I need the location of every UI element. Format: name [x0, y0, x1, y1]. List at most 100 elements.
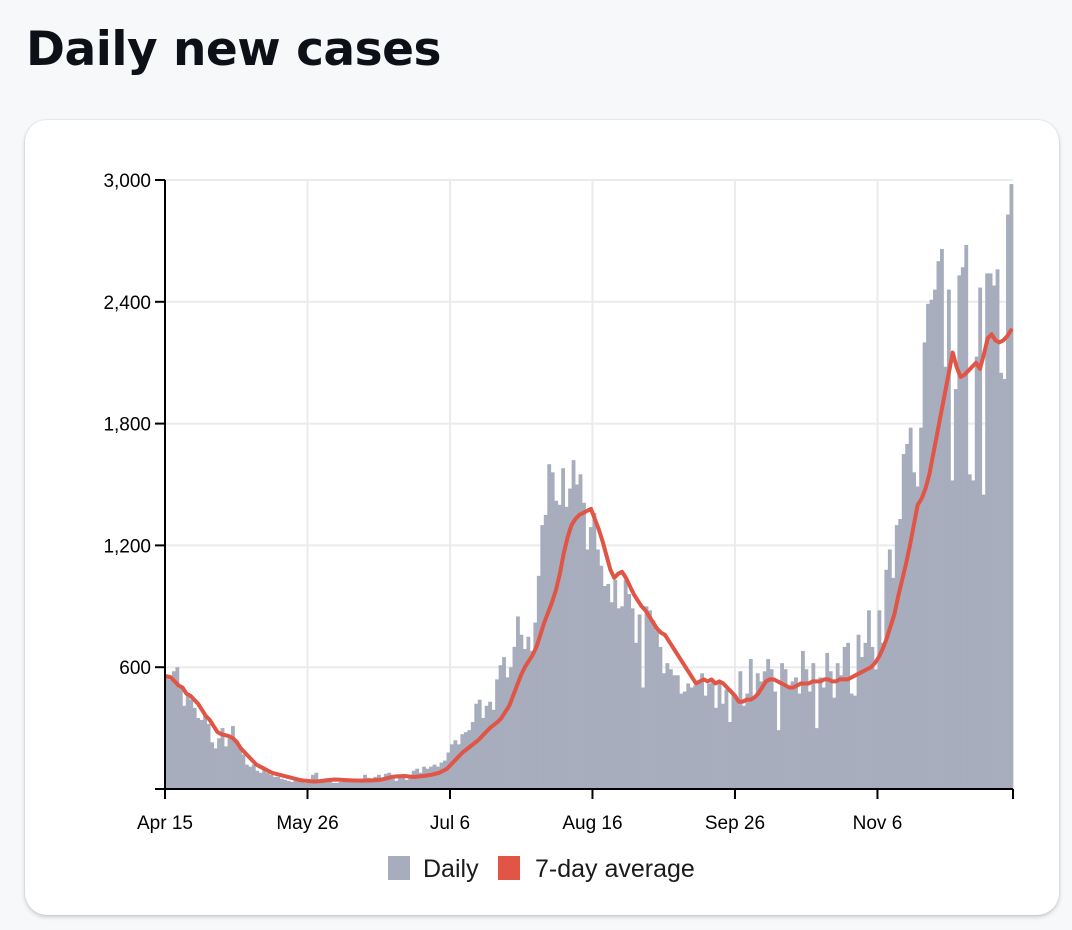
bar-day-36	[290, 781, 294, 789]
bar-day-10	[199, 719, 204, 789]
bar-day-151	[689, 687, 694, 789]
daily-bars	[165, 184, 1014, 790]
bar-day-87	[467, 730, 472, 789]
bar-day-88	[470, 722, 475, 789]
bar-day-228	[957, 275, 962, 789]
bar-day-180	[790, 681, 795, 789]
bar-day-171	[759, 681, 764, 789]
bar-day-197	[849, 693, 854, 789]
bar-day-204	[873, 669, 878, 789]
bar-day-90	[477, 699, 482, 789]
bar-day-165	[738, 671, 743, 789]
bar-day-129	[613, 579, 618, 789]
bar-day-203	[870, 646, 875, 789]
bar-day-95	[495, 679, 499, 789]
y-tick-label-2: 1,200	[103, 536, 151, 557]
daily-cases-chart: 600 1,200 1,800 2,400 3,000 Apr 15 May 26 Jul 6…	[103, 171, 1014, 883]
bar-day-215	[912, 472, 917, 789]
bar-day-123	[592, 512, 597, 789]
bar-day-206	[880, 642, 885, 789]
bar-day-181	[794, 677, 798, 789]
chart-card: 600 1,200 1,800 2,400 3,000 Apr 15 May 26 Jul 6…	[25, 120, 1059, 915]
bar-day-28	[262, 768, 267, 789]
bar-day-214	[908, 427, 913, 789]
bar-day-152	[693, 685, 698, 789]
bar-day-73	[418, 772, 423, 789]
bar-day-112	[554, 500, 559, 789]
bar-day-237	[988, 273, 993, 789]
bar-day-195	[842, 646, 847, 789]
bar-day-16	[220, 728, 225, 789]
bar-day-11	[203, 715, 208, 789]
chart-legend: Daily 7-day average	[388, 855, 695, 883]
bar-day-175	[773, 691, 778, 789]
bar-day-31	[272, 776, 277, 789]
bar-day-153	[696, 681, 701, 789]
bar-day-205	[877, 610, 882, 789]
bar-day-193	[835, 663, 840, 789]
bar-day-168	[748, 659, 753, 789]
bar-day-182	[797, 693, 802, 789]
bar-day-92	[484, 705, 489, 789]
bar-day-158	[714, 707, 718, 789]
x-tick-label-3: Aug 16	[562, 813, 622, 834]
bar-day-174	[769, 669, 774, 789]
bar-day-155	[703, 695, 708, 789]
bar-day-140	[651, 620, 656, 789]
bar-day-39	[300, 781, 305, 789]
bar-day-211	[898, 519, 903, 789]
bar-day-60	[373, 776, 378, 789]
bar-day-179	[787, 685, 791, 789]
bar-day-226	[950, 480, 955, 789]
bar-day-212	[901, 454, 906, 789]
page-title: Daily new cases	[26, 22, 441, 77]
bar-day-178	[783, 669, 788, 789]
bar-day-70	[408, 774, 413, 789]
bar-day-142	[658, 646, 663, 789]
bar-day-200	[860, 657, 864, 789]
bar-day-213	[905, 443, 910, 789]
bar-day-243	[1009, 184, 1014, 789]
bar-day-82	[449, 744, 454, 789]
bar-day-12	[206, 724, 211, 789]
bar-day-231	[967, 474, 972, 789]
bar-day-113	[557, 504, 562, 789]
bar-day-218	[922, 342, 927, 789]
bar-day-242	[1006, 214, 1010, 789]
legend-swatch-daily	[388, 856, 410, 880]
bar-day-55	[356, 779, 360, 789]
bar-day-130	[616, 608, 621, 789]
bar-day-234	[978, 287, 983, 789]
axes: 600 1,200 1,800 2,400 3,000 Apr 15 May 26 Jul 6…	[103, 171, 1014, 834]
bar-day-176	[776, 730, 781, 789]
y-tick-label-3: 1,800	[103, 415, 151, 436]
bar-day-19	[231, 726, 235, 789]
bar-day-187	[814, 728, 819, 789]
bar-day-139	[648, 610, 652, 789]
bar-day-124	[595, 549, 600, 789]
bar-day-196	[846, 642, 851, 789]
bar-day-207	[884, 569, 889, 789]
bar-day-77	[432, 764, 437, 789]
bar-day-85	[460, 734, 465, 789]
bar-day-14	[213, 748, 218, 789]
bar-day-189	[821, 687, 826, 789]
bar-day-239	[995, 269, 1000, 789]
bar-day-210	[894, 525, 899, 789]
bar-day-65	[390, 777, 395, 789]
bar-day-94	[491, 709, 496, 789]
bar-day-133	[627, 594, 632, 789]
bar-day-240	[999, 372, 1003, 789]
bar-day-45	[321, 778, 326, 789]
bar-day-26	[255, 770, 260, 789]
bar-day-199	[856, 634, 861, 789]
bar-day-222	[936, 261, 941, 789]
bar-day-156	[707, 683, 711, 789]
bar-day-105	[529, 650, 534, 789]
y-tick-label-4: 2,400	[103, 293, 151, 314]
bar-day-144	[665, 663, 670, 789]
bar-day-232	[971, 480, 976, 789]
bar-day-104	[526, 636, 531, 789]
bar-day-89	[474, 703, 479, 789]
bar-day-61	[377, 774, 381, 789]
